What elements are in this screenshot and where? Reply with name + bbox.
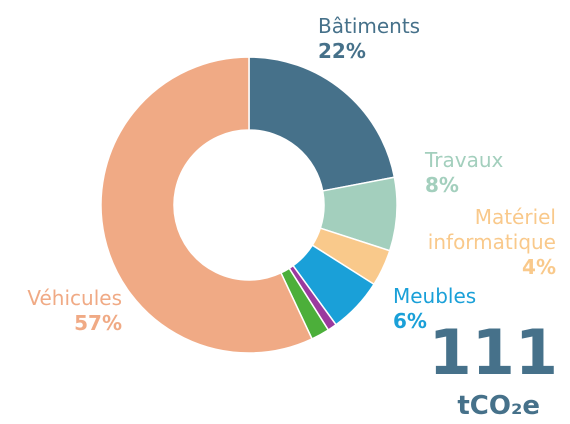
slice-value: 6% [393,309,427,333]
slice-value: 8% [425,173,459,197]
slice [100,56,314,354]
slice-label: Travaux 8% [425,148,503,198]
slice-value: 57% [74,311,122,335]
slice-name: Véhicules [27,286,122,310]
unit: tCO₂e [457,391,540,421]
slice-label: Véhicules 57% [27,286,122,336]
slice-label: Bâtiments 22% [318,14,420,64]
slice-value: 22% [318,39,366,63]
slice-label: Matériel informatique 4% [396,205,556,280]
slice-name: Travaux [425,148,504,172]
slice-name: Bâtiments [318,14,421,38]
slice-label: Meubles 6% [393,284,476,334]
total: 111 [428,316,558,389]
slice-value: 4% [522,255,556,279]
slice-name: Meubles [393,284,477,308]
slice-name: Matériel informatique [427,205,556,254]
slice [248,56,396,192]
